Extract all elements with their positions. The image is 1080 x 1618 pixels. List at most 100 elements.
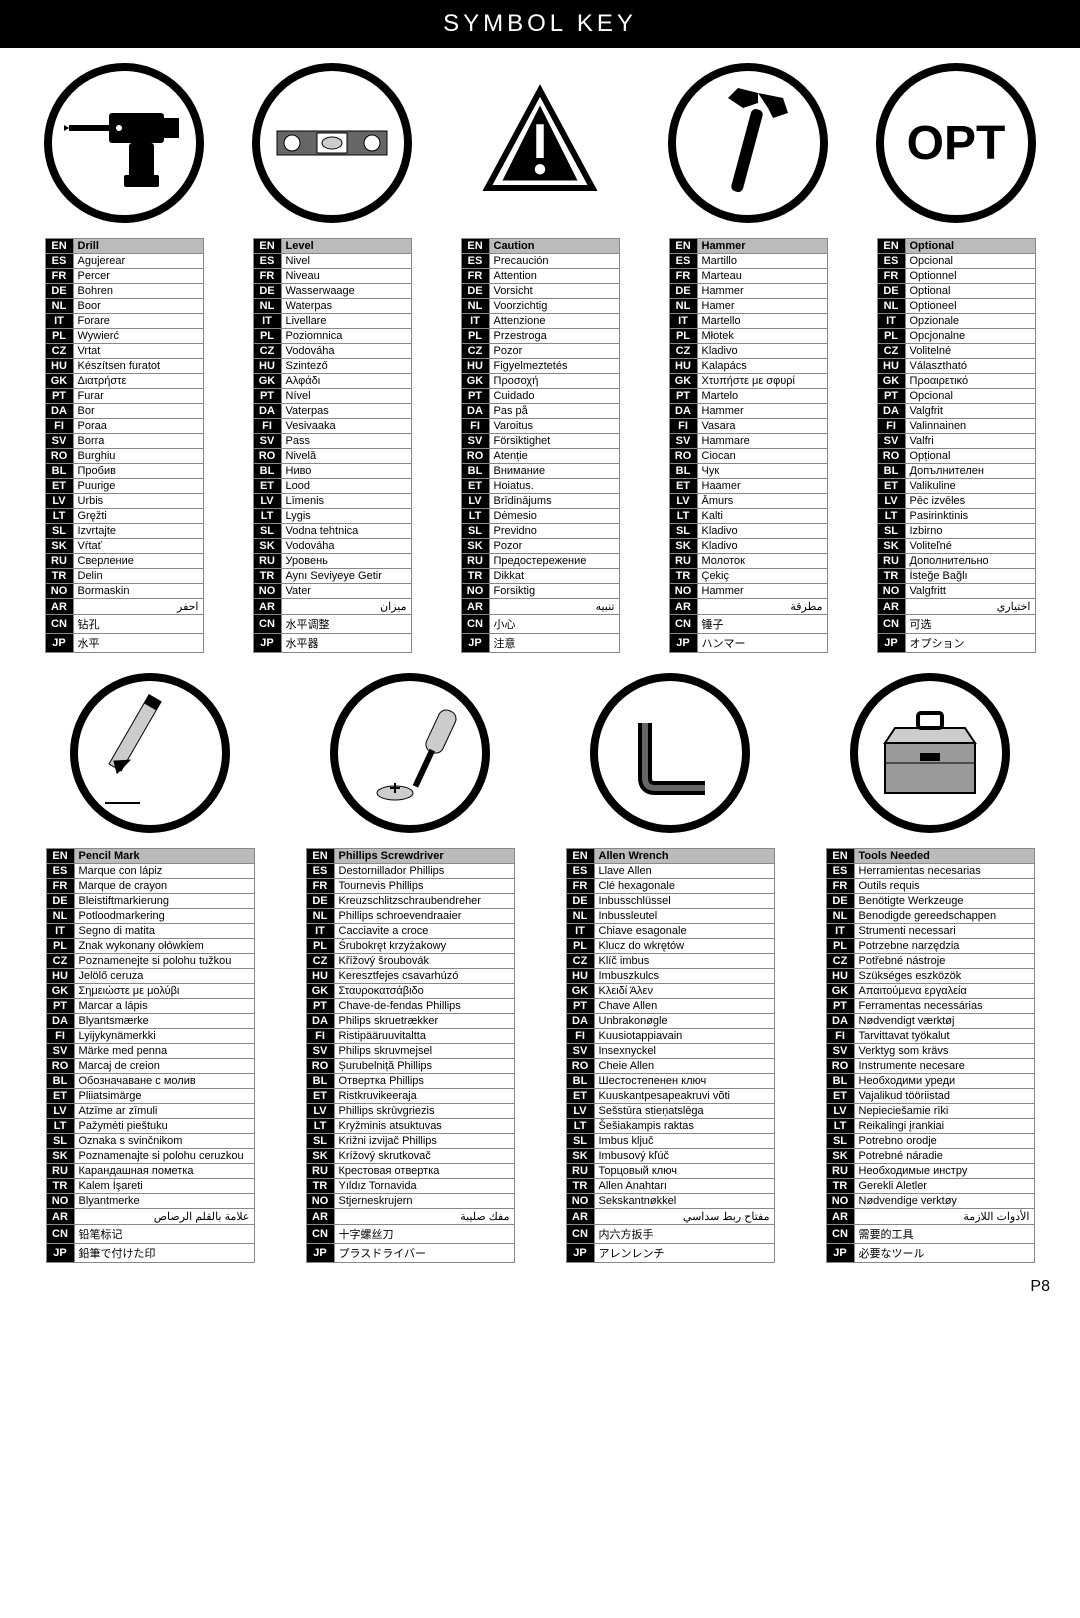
translation-value: Młotek xyxy=(697,329,827,344)
translation-value: مطرقة xyxy=(697,599,827,615)
translation-value: Hammer xyxy=(697,584,827,599)
lang-code: CZ xyxy=(669,344,697,359)
lang-code: IT xyxy=(566,924,594,939)
translation-value: Potrebno orodje xyxy=(854,1134,1034,1149)
lang-code: DA xyxy=(45,404,73,419)
lang-code: TR xyxy=(461,569,489,584)
translation-value: Kreuzschlitzschraubendreher xyxy=(334,894,514,909)
translation-value: Bor xyxy=(73,404,203,419)
lang-code: IT xyxy=(45,314,73,329)
translation-value: Уровень xyxy=(281,554,411,569)
translation-value: Križni izvijač Phillips xyxy=(334,1134,514,1149)
translation-value: プラスドライバー xyxy=(334,1244,514,1263)
translation-value: Lygis xyxy=(281,509,411,524)
translation-value: Hoiatus. xyxy=(489,479,619,494)
translation-value: Необходимые инстру xyxy=(854,1164,1034,1179)
lang-code: PL xyxy=(46,939,74,954)
lang-code: LV xyxy=(566,1104,594,1119)
lang-code: FI xyxy=(826,1029,854,1044)
translation-value: Gręžti xyxy=(73,509,203,524)
lang-code: ES xyxy=(566,864,594,879)
lang-code: LV xyxy=(46,1104,74,1119)
lang-code: TR xyxy=(253,569,281,584)
translation-value: Lood xyxy=(281,479,411,494)
toolbox-icon xyxy=(850,673,1010,833)
translation-value: オプション xyxy=(905,634,1035,653)
lang-code: ET xyxy=(306,1089,334,1104)
translation-value: Внимание xyxy=(489,464,619,479)
lang-code: GK xyxy=(306,984,334,999)
translation-value: Valgfrit xyxy=(905,404,1035,419)
translation-value: Προσοχή xyxy=(489,374,619,389)
translation-value: Hamer xyxy=(697,299,827,314)
lang-code: CZ xyxy=(253,344,281,359)
lang-code: SK xyxy=(566,1149,594,1164)
lang-code: GK xyxy=(253,374,281,389)
lang-code: ES xyxy=(826,864,854,879)
lang-code: RO xyxy=(669,449,697,464)
lang-code: FI xyxy=(566,1029,594,1044)
lang-code: PL xyxy=(253,329,281,344)
lang-code: DE xyxy=(669,284,697,299)
allen-icon xyxy=(590,673,750,833)
translation-value: ハンマー xyxy=(697,634,827,653)
lang-code: CN xyxy=(826,1225,854,1244)
translation-value: 可选 xyxy=(905,615,1035,634)
lang-code: LT xyxy=(461,509,489,524)
lang-code: EN xyxy=(669,239,697,254)
lang-code: ET xyxy=(877,479,905,494)
translation-value: Választható xyxy=(905,359,1035,374)
translation-value: Inbusschlüssel xyxy=(594,894,774,909)
translation-value: 小心 xyxy=(489,615,619,634)
translation-value: Burghiu xyxy=(73,449,203,464)
translation-value: Krížový skrutkovač xyxy=(334,1149,514,1164)
hammer-icon xyxy=(668,63,828,223)
translation-table-hammer: ENHammerESMartilloFRMarteauDEHammerNLHam… xyxy=(669,238,828,653)
lang-code: AR xyxy=(461,599,489,615)
symbol-column-phillips: ENPhillips ScrewdriverESDestornillador P… xyxy=(306,673,515,1263)
lang-code: FI xyxy=(45,419,73,434)
lang-code: SL xyxy=(826,1134,854,1149)
translation-value: علامة بالقلم الرصاص xyxy=(74,1209,254,1225)
lang-code: FR xyxy=(253,269,281,284)
translation-value: Предостережение xyxy=(489,554,619,569)
translation-value: Χτυπήστε με σφυρί xyxy=(697,374,827,389)
lang-code: HU xyxy=(877,359,905,374)
translation-value: Сверление xyxy=(73,554,203,569)
lang-code: DA xyxy=(566,1014,594,1029)
translation-value: 内六方扳手 xyxy=(594,1225,774,1244)
translation-value: مفتاح ربط سداسي xyxy=(594,1209,774,1225)
translation-value: Kladivo xyxy=(697,524,827,539)
lang-code: TR xyxy=(45,569,73,584)
lang-code: NL xyxy=(46,909,74,924)
translation-value: Szükséges eszközök xyxy=(854,969,1034,984)
lang-code: EN xyxy=(566,849,594,864)
translation-value: Обозначаване с молив xyxy=(74,1074,254,1089)
symbol-column-allen: ENAllen WrenchESLlave AllenFRClé hexagon… xyxy=(566,673,775,1263)
translation-value: Poznamenejte si polohu tužkou xyxy=(74,954,254,969)
lang-code: FR xyxy=(45,269,73,284)
lang-code: SK xyxy=(877,539,905,554)
translation-value: Drill xyxy=(73,239,203,254)
translation-value: Vaterpas xyxy=(281,404,411,419)
translation-value: Șurubelniță Phillips xyxy=(334,1059,514,1074)
translation-value: Ristkruvikeeraja xyxy=(334,1089,514,1104)
lang-code: IT xyxy=(253,314,281,329)
lang-code: SK xyxy=(46,1149,74,1164)
lang-code: ES xyxy=(461,254,489,269)
translation-value: Āmurs xyxy=(697,494,827,509)
translation-value: Unbrakonøgle xyxy=(594,1014,774,1029)
lang-code: NL xyxy=(877,299,905,314)
translation-value: Vorsicht xyxy=(489,284,619,299)
lang-code: ET xyxy=(669,479,697,494)
translation-value: Līmenis xyxy=(281,494,411,509)
translation-value: Opcional xyxy=(905,389,1035,404)
translation-value: Cuidado xyxy=(489,389,619,404)
translation-value: Imbuszkulcs xyxy=(594,969,774,984)
lang-code: FI xyxy=(877,419,905,434)
lang-code: IT xyxy=(306,924,334,939)
lang-code: DA xyxy=(461,404,489,419)
translation-value: Boor xyxy=(73,299,203,314)
translation-value: مفك صليبة xyxy=(334,1209,514,1225)
translation-value: Отвертка Phillips xyxy=(334,1074,514,1089)
